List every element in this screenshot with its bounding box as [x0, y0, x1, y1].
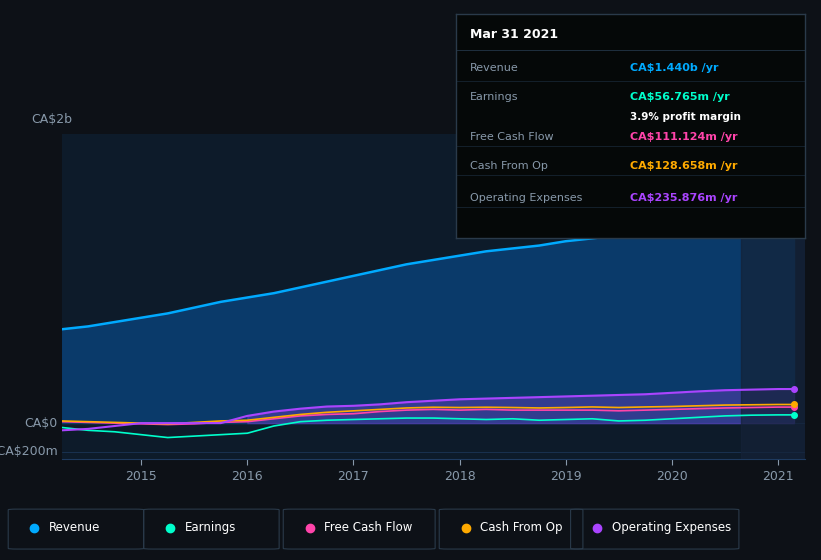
Text: Revenue: Revenue [49, 521, 101, 534]
Bar [741, 134, 805, 459]
Text: Cash From Op: Cash From Op [470, 161, 548, 171]
Text: Cash From Op: Cash From Op [480, 521, 562, 534]
Text: Earnings: Earnings [185, 521, 236, 534]
Text: -CA$200m: -CA$200m [0, 446, 57, 459]
Text: CA$128.658m /yr: CA$128.658m /yr [631, 161, 737, 171]
Text: Revenue: Revenue [470, 63, 518, 73]
Text: CA$2b: CA$2b [31, 113, 72, 126]
Text: Operating Expenses: Operating Expenses [470, 193, 582, 203]
Text: CA$0: CA$0 [25, 417, 57, 430]
Text: Operating Expenses: Operating Expenses [612, 521, 731, 534]
Text: CA$1.440b /yr: CA$1.440b /yr [631, 63, 718, 73]
Text: 3.9% profit margin: 3.9% profit margin [631, 112, 741, 122]
Text: Earnings: Earnings [470, 92, 518, 102]
Text: CA$56.765m /yr: CA$56.765m /yr [631, 92, 730, 102]
Text: Mar 31 2021: Mar 31 2021 [470, 27, 557, 41]
Text: CA$111.124m /yr: CA$111.124m /yr [631, 132, 738, 142]
Text: Free Cash Flow: Free Cash Flow [470, 132, 553, 142]
Text: CA$235.876m /yr: CA$235.876m /yr [631, 193, 737, 203]
Text: Free Cash Flow: Free Cash Flow [324, 521, 413, 534]
